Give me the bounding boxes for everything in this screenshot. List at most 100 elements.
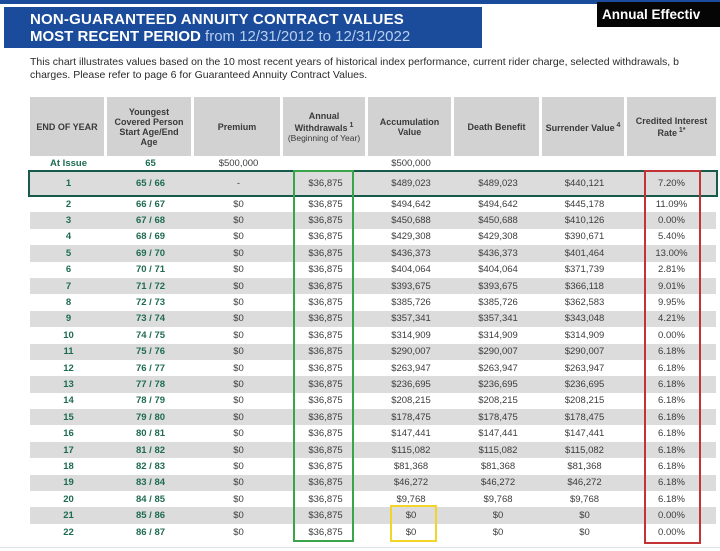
column-header-1: Youngest Covered Person Start Age/End Ag…	[107, 97, 194, 156]
cell: $290,007	[478, 346, 518, 358]
cell: 67 / 68	[135, 215, 166, 227]
cell: $36,875	[308, 362, 343, 374]
cell: 21	[63, 510, 74, 522]
cell: $0	[233, 460, 244, 472]
table-body: At Issue 65 $500,000 $500,000 1 65 / 66- $36,8…	[30, 156, 716, 540]
table-row-year-14: 14 78 / 79 $0 $36,875 $208,215 $208,215 $208,2…	[30, 393, 716, 409]
cell: $36,875	[308, 477, 343, 489]
cell: $0	[233, 280, 244, 292]
at-issue-row: At Issue 65 $500,000 $500,000	[30, 156, 716, 171]
table-row-year-8: 8 72 / 73 $0 $36,875 $385,726 $385,726 $362,58…	[30, 294, 716, 310]
cell: $236,695	[478, 378, 518, 390]
cell: 19	[63, 477, 74, 489]
cell: 73 / 74	[135, 313, 166, 325]
note-line-1: This chart illustrates values based on t…	[30, 56, 679, 68]
cell: $36,875	[308, 198, 343, 210]
cell: $46,272	[567, 477, 602, 489]
cell: 22	[63, 526, 74, 538]
cell: $263,947	[391, 362, 431, 374]
cell: 0.00%	[658, 526, 685, 538]
cell: $290,007	[391, 346, 431, 358]
table-row-year-20: 20 84 / 85 $0 $36,875 $9,768 $9,768 $9,768 6.18…	[30, 491, 716, 507]
cell: $0	[233, 378, 244, 390]
cell: $371,739	[564, 264, 605, 276]
cell: $36,875	[308, 526, 343, 538]
table-row-year-13: 13 77 / 78 $0 $36,875 $236,695 $236,695 $236,6…	[30, 376, 716, 393]
cell: 13	[63, 378, 74, 390]
cell: 6.18%	[658, 428, 685, 440]
table-row-year-18: 18 82 / 83 $0 $36,875 $81,368 $81,368 $81,368 6…	[30, 458, 716, 474]
cell: $440,121	[564, 178, 605, 189]
column-header-3: Annual Withdrawals 1 (Beginning of Year)	[283, 97, 368, 156]
cell: 10	[63, 329, 74, 341]
cell: $489,023	[478, 178, 518, 189]
cell: 72 / 73	[135, 297, 166, 309]
title-banner: NON-GUARANTEED ANNUITY CONTRACT VALUES M…	[4, 7, 482, 48]
cell: 82 / 83	[135, 460, 166, 472]
cell: $0	[233, 215, 244, 227]
bottom-divider	[0, 547, 720, 548]
cell: 5	[65, 247, 72, 259]
cell: 71 / 72	[135, 280, 166, 292]
cell: 74 / 75	[135, 329, 166, 341]
corner-label: Annual Effectiv	[597, 2, 720, 27]
column-header-2: Premium	[194, 97, 283, 156]
cell: $0	[233, 231, 244, 243]
cell: 66 / 67	[135, 198, 166, 210]
cell: $0	[233, 264, 244, 276]
cell: 16	[63, 428, 74, 440]
cell: 6.18%	[658, 395, 685, 407]
table-row-year-22: 22 86 / 87 $0 $36,875 $0 $0 $0 0.00%	[30, 524, 716, 540]
cell: $489,023	[391, 178, 431, 189]
cell: $357,341	[391, 313, 431, 325]
page-title: NON-GUARANTEED ANNUITY CONTRACT VALUES	[30, 10, 404, 28]
cell: 69 / 70	[135, 247, 166, 259]
cell: $46,272	[393, 477, 429, 489]
cell: $314,909	[391, 329, 431, 341]
cell: $0	[233, 411, 244, 423]
cell: 81 / 82	[135, 444, 166, 456]
cell: 9	[65, 313, 72, 325]
cell: $36,875	[308, 411, 343, 423]
cell: 78 / 79	[135, 395, 166, 407]
cell: 7.20%	[658, 178, 685, 189]
cell: $343,048	[564, 313, 605, 325]
cell: 6.18%	[658, 411, 685, 423]
cell: $0	[233, 297, 244, 309]
cell: $178,475	[564, 411, 605, 423]
table-row-year-3: 3 67 / 68 $0 $36,875 $450,688 $450,688 $410,12…	[30, 212, 716, 229]
cell: $36,875	[308, 346, 343, 358]
cell: $36,875	[308, 428, 343, 440]
cell: 9.95%	[658, 297, 685, 309]
cell: $9,768	[569, 493, 600, 505]
cell: 18	[63, 460, 74, 472]
cell: $401,464	[564, 247, 605, 259]
contract-values-table: END OF YEAR Youngest Covered Person Start…	[30, 97, 716, 540]
table-row-year-2: 2 66 / 67 $0 $36,875 $494,642 $494,642 $445,17…	[30, 196, 716, 212]
cell: $0	[233, 329, 244, 341]
cell: 3	[65, 215, 72, 227]
cell: $314,909	[478, 329, 518, 341]
cell: $36,875	[308, 378, 343, 390]
cell: 5.40%	[658, 231, 685, 243]
cell: $0	[233, 313, 244, 325]
cell: $9,768	[396, 493, 426, 505]
cell: $36,875	[308, 313, 343, 325]
cell: 70 / 71	[135, 264, 166, 276]
cell: $385,726	[478, 297, 518, 309]
cell: $0	[233, 346, 244, 358]
cell: $390,671	[564, 231, 605, 243]
table-row-year-1: 1 65 / 66 - $36,875 $489,023 $489,023 $440,121…	[30, 171, 716, 196]
cell: 1	[65, 178, 72, 189]
cell: 0.00%	[658, 329, 685, 341]
cell: 12	[63, 362, 74, 374]
cell: $393,675	[478, 280, 518, 292]
cell: $115,082	[478, 444, 518, 456]
cell: $36,875	[308, 215, 343, 227]
cell: $500,000	[218, 158, 259, 169]
cell: $0	[579, 526, 590, 538]
cell: $450,688	[391, 215, 431, 227]
cell: $0	[233, 247, 244, 259]
cell: $494,642	[478, 198, 518, 210]
cell: $36,875	[308, 493, 343, 505]
